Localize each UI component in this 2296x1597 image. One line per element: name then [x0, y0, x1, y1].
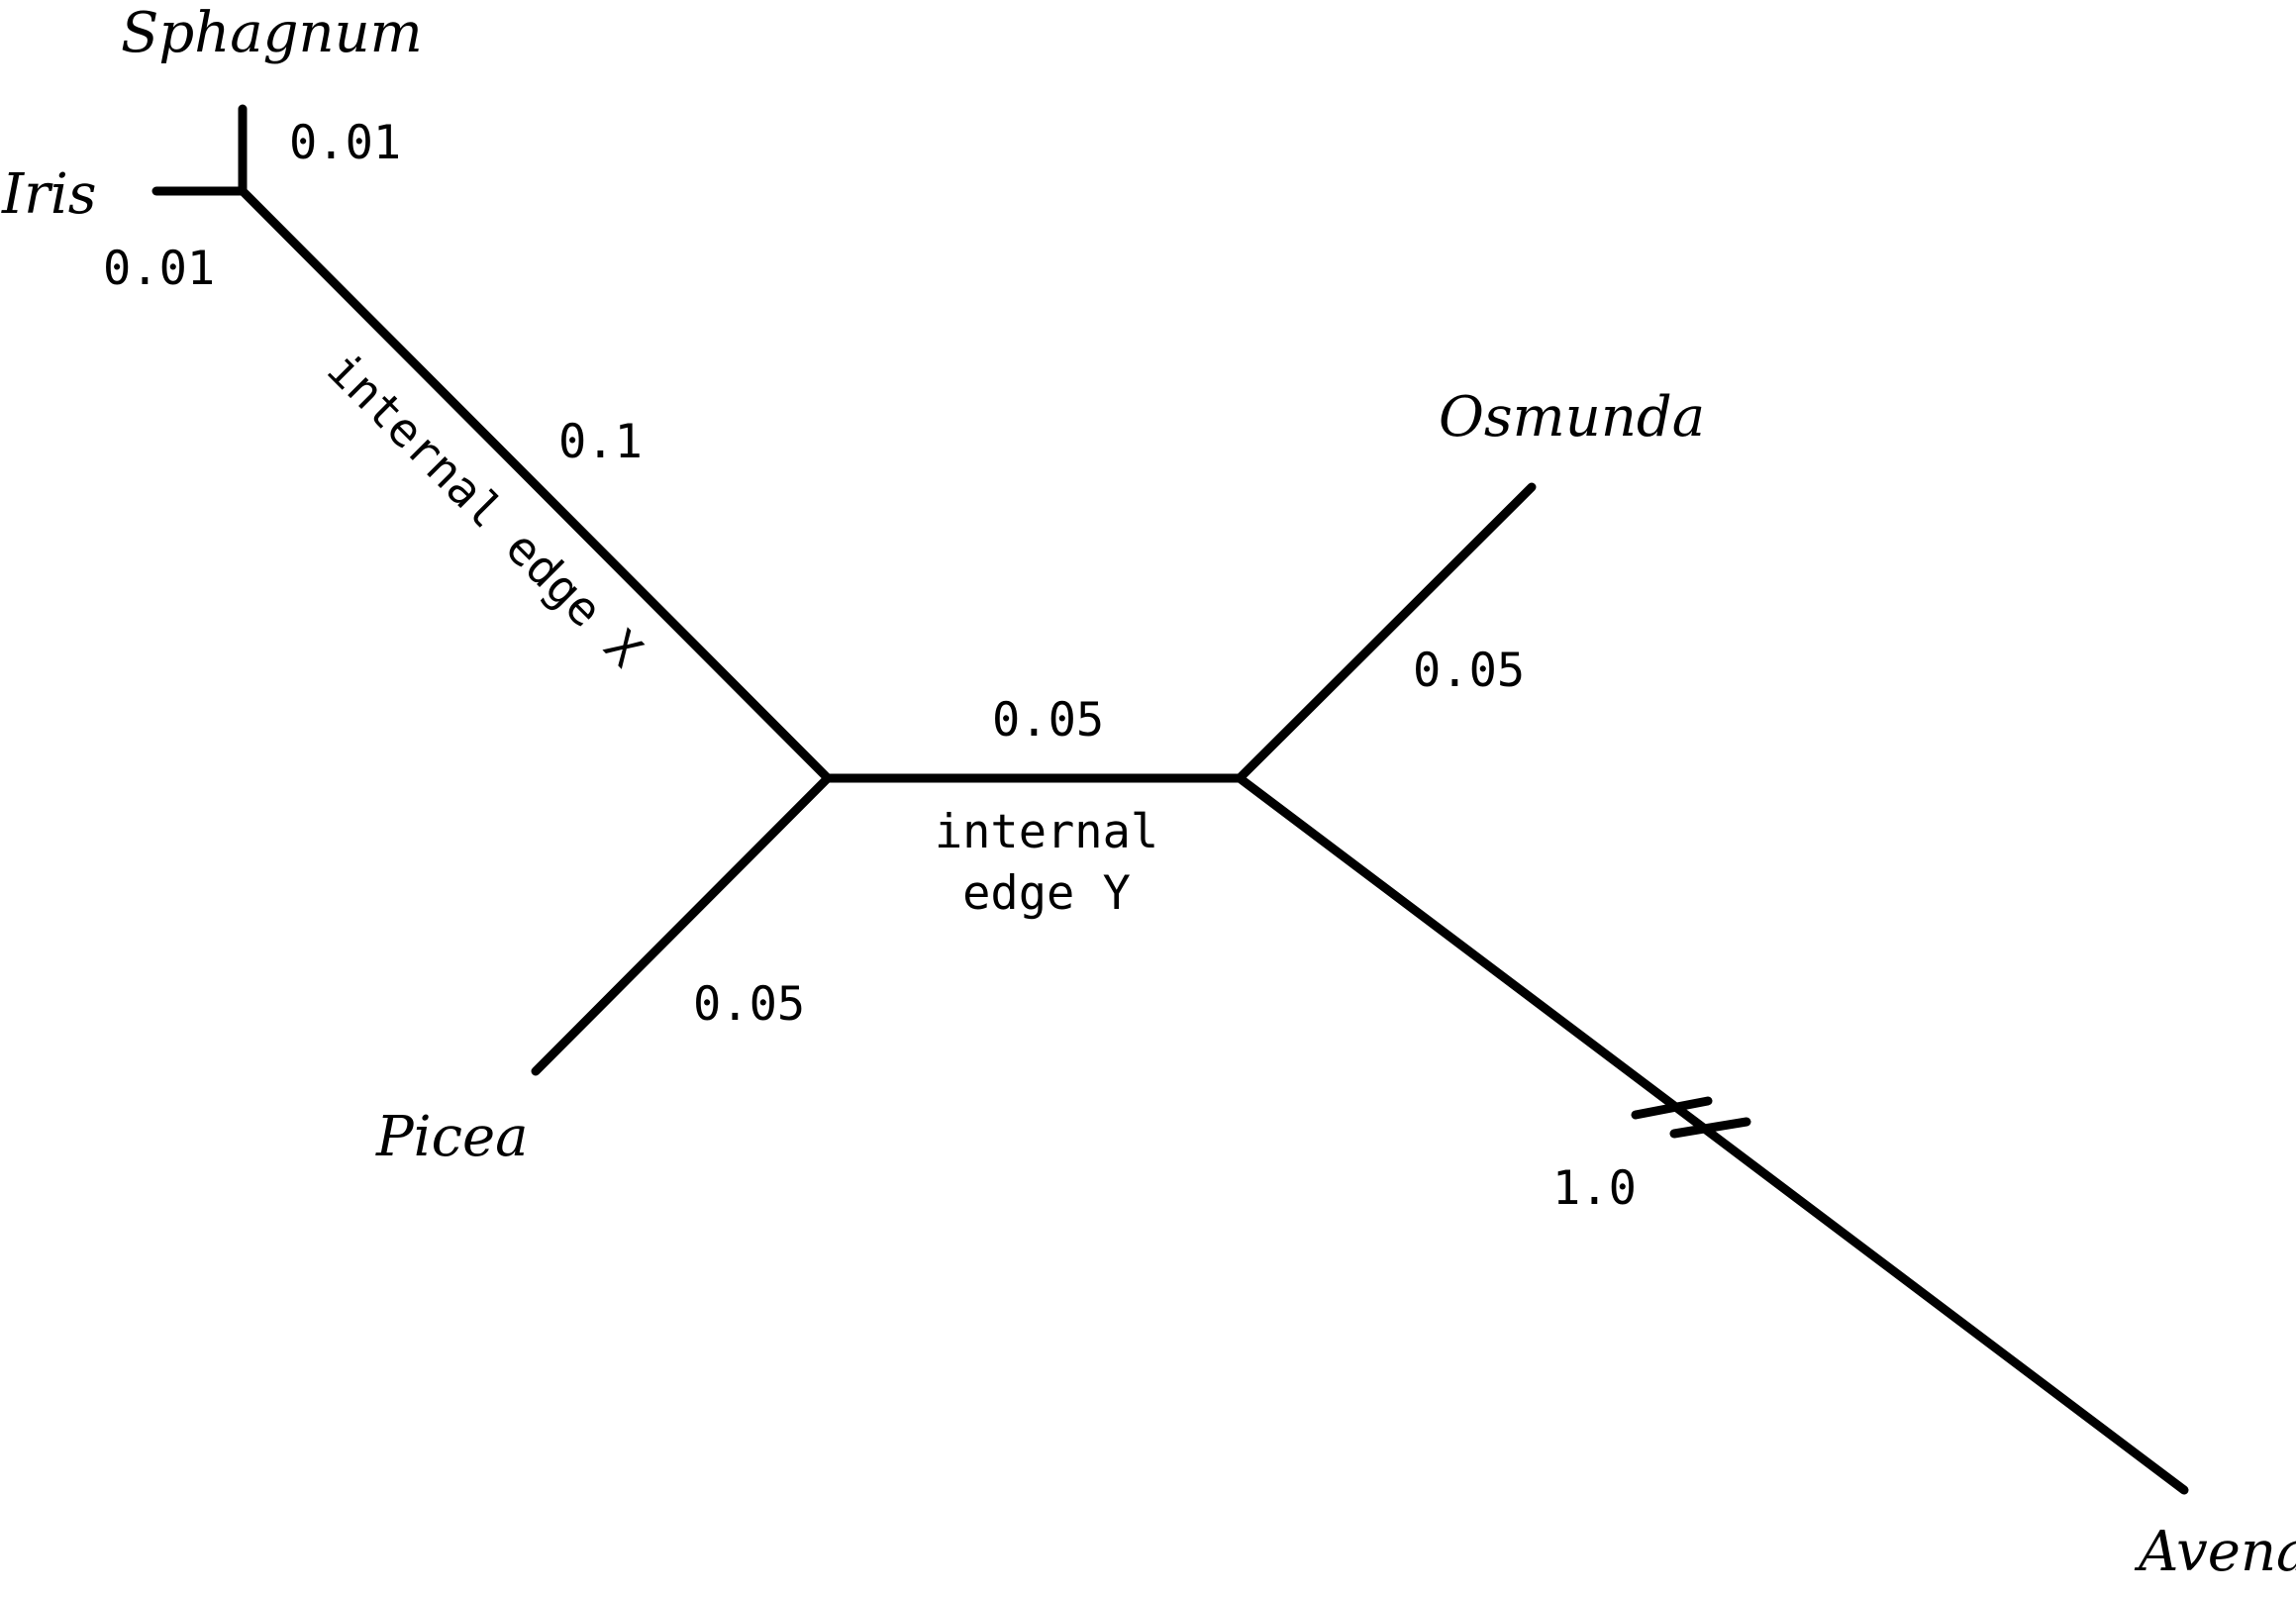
taxon-iris: Iris: [1, 162, 97, 227]
edge-break-mark-lower: [1669, 1117, 1751, 1139]
edge-avena: [1235, 773, 2189, 1495]
taxon-sphagnum: Sphagnum: [121, 1, 423, 65]
label-internal-edge-x: internal edge X: [317, 343, 652, 678]
label-internal-edge-y-line2: edge Y: [962, 866, 1131, 921]
length-avena: 1.0: [1552, 1161, 1637, 1216]
taxon-picea: Picea: [375, 1105, 528, 1169]
length-iris: 0.01: [103, 242, 215, 296]
label-internal-edge-y-line1: internal: [935, 805, 1158, 859]
edge-picea: [531, 773, 833, 1076]
edge-internal-x: [238, 186, 833, 783]
taxon-avena: Avena: [2134, 1520, 2296, 1584]
length-sphagnum: 0.01: [289, 116, 401, 170]
length-picea: 0.05: [693, 977, 805, 1032]
length-internal-x: 0.1: [558, 415, 643, 469]
length-internal-y: 0.05: [992, 693, 1104, 748]
edge-break-mark-upper: [1631, 1096, 1713, 1120]
edge-osmunda: [1235, 482, 1537, 783]
taxon-osmunda: Osmunda: [1439, 385, 1705, 449]
length-osmunda: 0.05: [1413, 644, 1525, 698]
